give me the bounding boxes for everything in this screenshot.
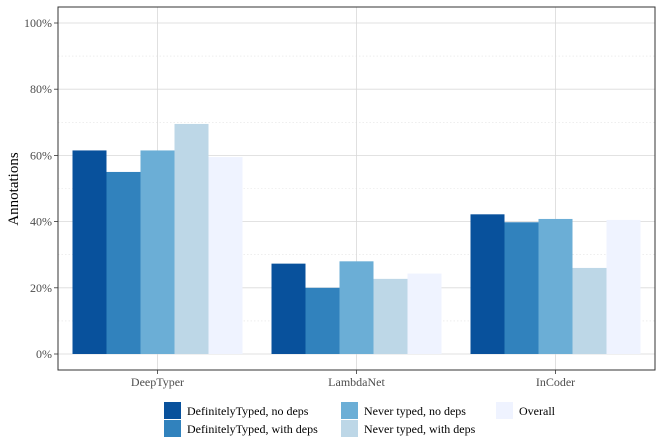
y-tick-label: 100% <box>24 16 52 30</box>
legend-label: Never typed, with deps <box>364 422 476 436</box>
bar <box>538 218 573 354</box>
x-tick-label: DeepTyper <box>131 375 184 389</box>
legend-swatch <box>341 420 358 437</box>
bar <box>572 267 607 354</box>
y-axis-title: Annotations <box>6 152 22 225</box>
legend-swatch <box>164 402 181 419</box>
legend-label: Never typed, no deps <box>364 404 466 418</box>
legend-swatch <box>164 420 181 437</box>
bar <box>305 287 340 354</box>
legend-label: DefinitelyTyped, with deps <box>187 422 318 436</box>
bar <box>339 261 374 354</box>
bar <box>106 171 141 354</box>
y-tick-label: 20% <box>30 281 52 295</box>
legend-label: Overall <box>519 404 556 418</box>
y-tick-label: 40% <box>30 215 52 229</box>
bar <box>271 263 306 354</box>
bar <box>407 273 442 354</box>
y-tick-label: 80% <box>30 82 52 96</box>
bar <box>208 157 243 354</box>
bar <box>140 150 175 354</box>
bar <box>174 123 209 354</box>
bar <box>72 150 107 354</box>
legend-label: DefinitelyTyped, no deps <box>187 404 309 418</box>
legend-swatch <box>341 402 358 419</box>
legend: DefinitelyTyped, no deps DefinitelyTyped,… <box>164 402 556 437</box>
y-tick-label: 60% <box>30 148 52 162</box>
x-tick-label: LambdaNet <box>328 375 385 389</box>
bar <box>470 214 505 354</box>
bar <box>606 219 641 354</box>
bar <box>504 222 539 354</box>
bar <box>373 278 408 354</box>
y-tick-label: 0% <box>36 347 52 361</box>
bars <box>72 123 641 354</box>
axes: 0% 20% 40% 60% 80% 100% DeepTyper LambdaNet InCo… <box>24 16 575 389</box>
x-tick-label: InCoder <box>536 375 575 389</box>
legend-swatch <box>496 402 513 419</box>
